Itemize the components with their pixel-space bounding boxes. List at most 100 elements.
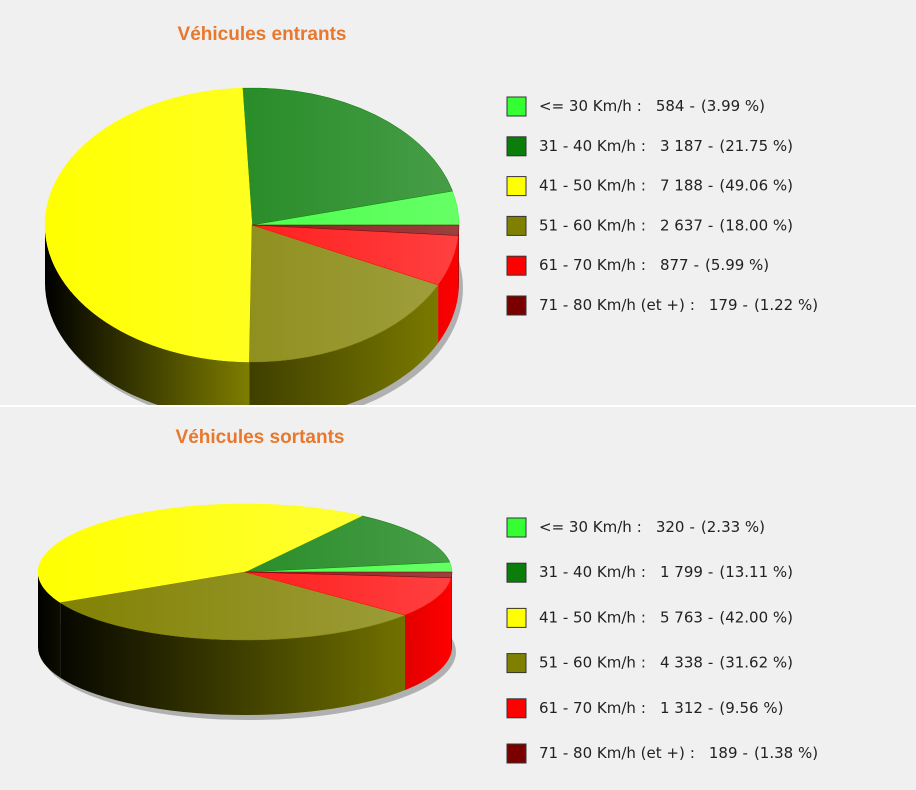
chart: Véhicules entrants<= 30 Km/h:584- (3.99 %… bbox=[44, 24, 818, 405]
pie-slice bbox=[244, 515, 451, 573]
legend-swatch bbox=[506, 698, 527, 719]
legend-percentage: (3.99 %) bbox=[701, 97, 765, 115]
legend-value: 4 338 bbox=[660, 653, 703, 671]
legend-percentage: (13.11 %) bbox=[719, 563, 793, 581]
legend-label: 71 - 80 Km/h (et +):189- (1.38 %) bbox=[539, 744, 818, 762]
legend-separator: - bbox=[743, 296, 748, 314]
legend-value: 7 188 bbox=[660, 176, 703, 194]
legend-value: 3 187 bbox=[660, 136, 703, 154]
legend-swatch bbox=[506, 176, 527, 197]
pie-slice-side bbox=[38, 572, 61, 678]
legend-separator: : bbox=[690, 744, 695, 762]
legend-value: 584 bbox=[656, 97, 685, 115]
legend-value: 1 312 bbox=[660, 698, 703, 716]
legend-swatch bbox=[506, 255, 527, 276]
pie-slice-side bbox=[45, 225, 250, 405]
legend-label: 61 - 70 Km/h:877- (5.99 %) bbox=[539, 256, 769, 274]
legend-percentage: (1.22 %) bbox=[754, 296, 818, 314]
pie-slice bbox=[249, 224, 439, 363]
pie-slice bbox=[37, 503, 363, 603]
legend-category: 41 - 50 Km/h bbox=[539, 176, 636, 194]
legend-separator: - bbox=[708, 653, 713, 671]
legend-label: 61 - 70 Km/h:1 312- (9.56 %) bbox=[539, 698, 783, 716]
legend-separator: - bbox=[689, 97, 694, 115]
legend-percentage: (9.56 %) bbox=[719, 698, 783, 716]
legend-separator: : bbox=[641, 698, 646, 716]
legend-label: <= 30 Km/h:320- (2.33 %) bbox=[539, 518, 765, 536]
legend-category: 71 - 80 Km/h (et +) bbox=[539, 296, 685, 314]
legend-percentage: (42.00 %) bbox=[719, 608, 793, 626]
pie-slice bbox=[59, 571, 406, 641]
legend-value: 1 799 bbox=[660, 563, 703, 581]
pie-slice bbox=[251, 224, 460, 236]
pie-slice-side bbox=[405, 577, 452, 691]
legend-category: <= 30 Km/h bbox=[539, 518, 632, 536]
legend-percentage: (5.99 %) bbox=[705, 256, 769, 274]
pie-slice-side bbox=[60, 602, 406, 716]
legend-percentage: (18.00 %) bbox=[719, 216, 793, 234]
legend-swatch bbox=[506, 517, 527, 538]
legend-separator: : bbox=[690, 296, 695, 314]
legend-category: 51 - 60 Km/h bbox=[539, 653, 636, 671]
pie-slice bbox=[242, 87, 453, 226]
legend-separator: : bbox=[641, 136, 646, 154]
legend-label: 41 - 50 Km/h:7 188- (49.06 %) bbox=[539, 176, 793, 194]
legend-swatch bbox=[506, 607, 527, 628]
legend-separator: : bbox=[641, 256, 646, 274]
legend-separator: : bbox=[637, 97, 642, 115]
legend-separator: - bbox=[743, 744, 748, 762]
legend-category: 71 - 80 Km/h (et +) bbox=[539, 744, 685, 762]
legend-separator: - bbox=[708, 698, 713, 716]
legend-value: 5 763 bbox=[660, 608, 703, 626]
legend-category: 31 - 40 Km/h bbox=[539, 563, 636, 581]
legend-separator: - bbox=[708, 176, 713, 194]
legend-swatch bbox=[506, 743, 527, 764]
pie-slice bbox=[244, 571, 452, 616]
legend-category: 61 - 70 Km/h bbox=[539, 698, 636, 716]
legend-separator: : bbox=[637, 518, 642, 536]
pie-slice-side bbox=[438, 235, 459, 343]
legend-percentage: (49.06 %) bbox=[719, 176, 793, 194]
legend-category: 51 - 60 Km/h bbox=[539, 216, 636, 234]
legend-separator: - bbox=[689, 518, 694, 536]
legend-percentage: (21.75 %) bbox=[719, 136, 793, 154]
legend-label: 31 - 40 Km/h:3 187- (21.75 %) bbox=[539, 136, 793, 154]
legend-swatch bbox=[506, 295, 527, 316]
legend-label: 41 - 50 Km/h:5 763- (42.00 %) bbox=[539, 608, 793, 626]
legend-separator: : bbox=[641, 216, 646, 234]
chart: Véhicules sortants<= 30 Km/h:320- (2.33 %… bbox=[37, 427, 818, 764]
legend-separator: - bbox=[708, 216, 713, 234]
legend-separator: : bbox=[641, 563, 646, 581]
legend-label: 71 - 80 Km/h (et +):179- (1.22 %) bbox=[539, 296, 818, 314]
legend-label: 51 - 60 Km/h:4 338- (31.62 %) bbox=[539, 653, 793, 671]
legend-swatch bbox=[506, 136, 527, 157]
pie-slice bbox=[244, 571, 453, 579]
pie-slice-side bbox=[249, 284, 439, 405]
pie-slice bbox=[44, 87, 253, 363]
chart-title: Véhicules entrants bbox=[178, 24, 347, 45]
legend-value: 320 bbox=[656, 518, 685, 536]
pie-slice-side bbox=[451, 572, 452, 653]
chart-title: Véhicules sortants bbox=[176, 427, 345, 448]
legend-separator: - bbox=[708, 563, 713, 581]
legend-separator: - bbox=[708, 608, 713, 626]
legend-category: 61 - 70 Km/h bbox=[539, 256, 636, 274]
legend-label: 51 - 60 Km/h:2 637- (18.00 %) bbox=[539, 216, 793, 234]
legend-percentage: (2.33 %) bbox=[701, 518, 765, 536]
legend-category: 31 - 40 Km/h bbox=[539, 136, 636, 154]
legend-value: 877 bbox=[660, 256, 689, 274]
legend-category: 41 - 50 Km/h bbox=[539, 608, 636, 626]
legend-label: 31 - 40 Km/h:1 799- (13.11 %) bbox=[539, 563, 793, 581]
legend-separator: : bbox=[641, 176, 646, 194]
pie-slice-side bbox=[458, 225, 459, 294]
legend-separator: : bbox=[641, 608, 646, 626]
legend-separator: - bbox=[694, 256, 699, 274]
legend-value: 189 bbox=[709, 744, 738, 762]
legend-percentage: (31.62 %) bbox=[719, 653, 793, 671]
legend-category: <= 30 Km/h bbox=[539, 97, 632, 115]
legend-separator: : bbox=[641, 653, 646, 671]
legend-swatch bbox=[506, 215, 527, 236]
legend-swatch bbox=[506, 562, 527, 583]
legend-percentage: (1.38 %) bbox=[754, 744, 818, 762]
legend-value: 179 bbox=[709, 296, 738, 314]
